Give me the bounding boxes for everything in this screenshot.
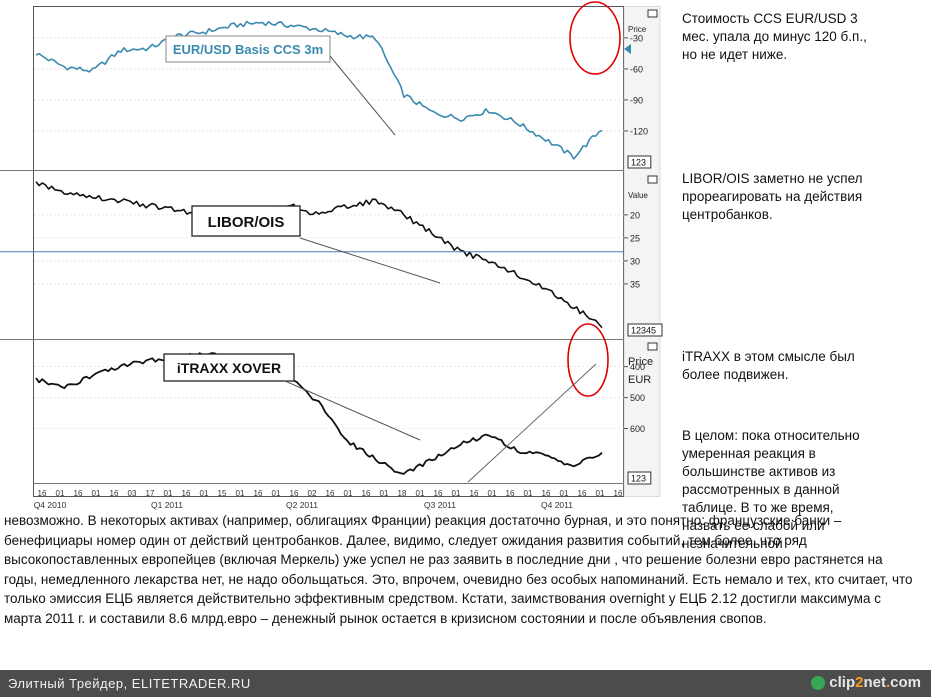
brand-part-c: net (863, 674, 886, 691)
series-line-2 (35, 181, 603, 329)
note-ccs: Стоимость CCS EUR/USD 3 мес. упала до ми… (682, 11, 867, 62)
x-tick-label: 18 (398, 489, 407, 498)
libor-title-callout: LIBOR/OIS (191, 205, 441, 284)
y-tick-label: 400 (630, 362, 645, 372)
x-tick-label: 01 (416, 489, 425, 498)
body-paragraph-text: невозможно. В некоторых активах (наприме… (4, 513, 913, 626)
y-tick-label: 35 (630, 279, 640, 289)
x-tick-label: 15 (218, 489, 227, 498)
last-value-box (627, 323, 663, 337)
x-tick-label: 16 (362, 489, 371, 498)
x-tick-label: 01 (236, 489, 245, 498)
x-tick-label: 16 (434, 489, 443, 498)
x-tick-label: 01 (272, 489, 281, 498)
itraxx-panel: 400 500 600 Price EUR 123 (35, 342, 658, 485)
libor-panel: 20 25 30 35 Value 12345 (0, 175, 663, 337)
ccs-panel: -30 -60 -90 -120 Price 123 (35, 9, 658, 169)
y-tick-label: 30 (630, 256, 640, 266)
itraxx-red-circle (567, 323, 609, 397)
y-tick-label: 600 (630, 424, 645, 434)
x-tick-label: 01 (200, 489, 209, 498)
last-value-label: 123 (631, 474, 646, 484)
note-itraxx: iTRAXX в этом смысле был более подвижен. (682, 349, 855, 382)
right-axis-strip (623, 6, 661, 497)
itraxx-leader-line (284, 380, 421, 441)
y-axis-label: Price (628, 356, 653, 368)
x-tick-label: 17 (146, 489, 155, 498)
x-tick-label: 16 (506, 489, 515, 498)
ccs-leader-line (329, 55, 396, 136)
itraxx-title: iTRAXX XOVER (177, 360, 281, 376)
y-tick-label: -60 (630, 64, 643, 74)
x-tick-label: 16 (38, 489, 47, 498)
x-tick-label: 01 (380, 489, 389, 498)
itraxx-title-callout: iTRAXX XOVER (163, 353, 597, 483)
x-tick-label: 01 (92, 489, 101, 498)
y-tick-label: -120 (630, 126, 648, 136)
last-value-label: 123 (631, 158, 646, 168)
ccs-title-callout: EUR/USD Basis CCS 3m (165, 35, 396, 136)
itraxx-trend-line (467, 363, 597, 483)
x-tick-label: 02 (308, 489, 317, 498)
quarter-label: Q4 2011 (541, 500, 573, 510)
x-tick-label: 16 (182, 489, 191, 498)
note-summary-first: В целом: пока относительно умеренная реа… (682, 428, 860, 551)
ccs-red-circle (569, 1, 621, 75)
x-axis: 16 01 16 01 16 03 17 01 16 01 15 01 16 01 16 02 16 01 16 01… (34, 489, 623, 510)
y-tick-label: 500 (630, 393, 645, 403)
current-value-marker-icon (624, 44, 631, 54)
libor-leader-line (299, 237, 441, 284)
series-line-1 (35, 20, 603, 160)
footer-bar: Элитный Трейдер, ELITETRADER.RU clip2net… (0, 670, 931, 697)
x-tick-label: 01 (344, 489, 353, 498)
panel-menu-icon[interactable] (647, 342, 658, 351)
quarter-label: Q1 2011 (151, 500, 183, 510)
panel-menu-icon[interactable] (647, 175, 658, 184)
quarter-label: Q2 2011 (286, 500, 318, 510)
x-tick-label: 16 (542, 489, 551, 498)
brand-dot: . (885, 674, 891, 691)
quarter-label: Q4 2010 (34, 500, 67, 510)
last-value-box (627, 155, 652, 169)
x-tick-label: 01 (56, 489, 65, 498)
y-axis-label: Price (628, 25, 647, 34)
brand-part-b: 2 (855, 674, 864, 691)
x-tick-label: 16 (110, 489, 119, 498)
x-tick-label: 16 (254, 489, 263, 498)
y-tick-label: -30 (630, 33, 643, 43)
note-libor: LIBOR/OIS заметно не успел прореагироват… (682, 171, 863, 222)
panel-menu-icon[interactable] (647, 9, 658, 18)
x-tick-label: 01 (524, 489, 533, 498)
brand-part-d: com (890, 674, 921, 691)
x-tick-label: 01 (452, 489, 461, 498)
chart-composite: -30 -60 -90 -120 Price 123 20 25 30 35 Value 12345… (0, 1, 663, 510)
x-tick-label: 16 (74, 489, 83, 498)
footer-brand[interactable]: clip2net.com (811, 674, 921, 691)
x-tick-label: 16 (578, 489, 587, 498)
y-tick-label: 25 (630, 233, 640, 243)
libor-title: LIBOR/OIS (208, 214, 285, 231)
footer-site-name[interactable]: Элитный Трейдер, ELITETRADER.RU (8, 676, 251, 691)
y-axis-label: Value (628, 191, 648, 200)
brand-part-a: clip (829, 674, 856, 691)
last-value-label: 12345 (631, 326, 656, 336)
x-tick-label: 03 (128, 489, 137, 498)
x-tick-label: 16 (614, 489, 623, 498)
x-tick-label: 16 (470, 489, 479, 498)
x-tick-label: 01 (560, 489, 569, 498)
x-tick-label: 16 (290, 489, 299, 498)
y-tick-label: 20 (630, 210, 640, 220)
series-line-3 (35, 352, 603, 475)
x-tick-label: 01 (164, 489, 173, 498)
y-axis-label-2: EUR (628, 374, 651, 386)
body-paragraph: невозможно. В некоторых активах (наприме… (4, 511, 914, 629)
x-tick-label: 01 (596, 489, 605, 498)
brand-logo-icon (811, 676, 826, 691)
x-tick-label: 16 (326, 489, 335, 498)
last-value-box (627, 471, 652, 485)
ccs-title: EUR/USD Basis CCS 3m (173, 42, 323, 57)
x-tick-label: 01 (488, 489, 497, 498)
y-tick-label: -90 (630, 95, 643, 105)
quarter-label: Q3 2011 (424, 500, 456, 510)
